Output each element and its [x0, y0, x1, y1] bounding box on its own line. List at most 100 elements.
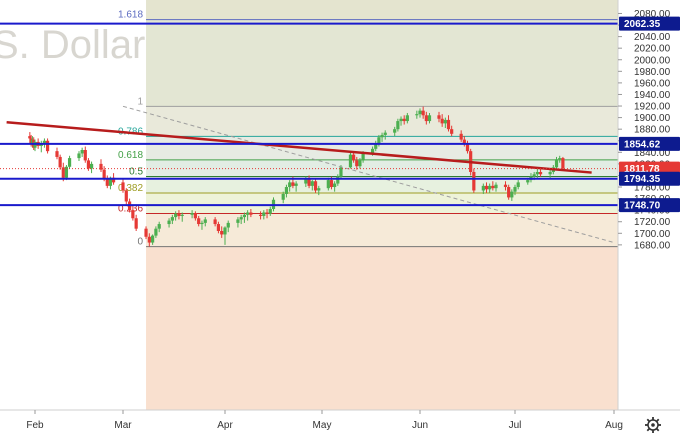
fib-zone — [146, 106, 618, 137]
price-tick-label: 2040.00 — [634, 32, 671, 43]
time-axis[interactable]: Feb Mar Apr May Jun Jul Aug — [0, 409, 680, 439]
price-badge — [619, 171, 680, 186]
candle-body — [310, 181, 314, 186]
candle-body — [535, 171, 539, 175]
fib-zone — [146, 0, 618, 20]
time-tick-label: Aug — [605, 420, 623, 431]
candle-body — [157, 224, 161, 229]
candle-body — [134, 218, 138, 229]
price-tick-label: 1980.00 — [634, 67, 671, 78]
drawing-overlays — [0, 22, 618, 244]
candle-body — [39, 144, 43, 146]
time-tick-label: Apr — [217, 420, 233, 431]
candle-body — [262, 212, 266, 216]
candle-body — [200, 222, 204, 225]
fib-level-label: 1 — [137, 96, 143, 107]
price-axis[interactable]: 1680.001700.001720.001740.001760.001780.… — [617, 0, 680, 410]
candle-body — [83, 149, 87, 161]
candle-body — [174, 213, 178, 218]
candle-body — [513, 187, 517, 192]
candle-body — [358, 160, 362, 167]
candle-body — [440, 118, 444, 124]
fib-zone — [146, 176, 618, 194]
candle-body — [177, 213, 181, 216]
candle-body — [64, 166, 69, 178]
candle-body — [399, 118, 403, 122]
candle-body — [503, 184, 508, 188]
candle-body — [294, 183, 298, 186]
price-tick-label: 1840.00 — [634, 148, 671, 159]
candle-body — [361, 153, 365, 161]
candle-body — [111, 177, 116, 183]
price-badge — [619, 16, 680, 31]
dashed-projection-line — [122, 105, 615, 244]
candle-body — [427, 115, 432, 122]
candle-body — [131, 210, 135, 219]
price-tick-label: 1780.00 — [634, 183, 671, 194]
trend-line — [6, 120, 592, 174]
candle-body — [380, 134, 384, 138]
candle-body — [242, 214, 246, 218]
candle-body — [484, 185, 489, 190]
candle-body — [481, 185, 485, 191]
price-tick-label: 1900.00 — [634, 113, 671, 124]
candle-body — [121, 182, 125, 191]
candle-body — [402, 118, 406, 122]
candle-body — [526, 180, 530, 183]
candle-body — [154, 228, 158, 236]
price-badge-label: 1794.35 — [624, 174, 661, 185]
candle-body — [281, 193, 285, 200]
price-tick-label: 1920.00 — [634, 102, 671, 113]
candle-body — [437, 115, 441, 119]
candle-body — [77, 153, 81, 159]
candle-body — [507, 187, 511, 198]
candle-body — [249, 212, 253, 215]
price-badge-label: 1811.78 — [624, 164, 660, 175]
candle-body — [554, 159, 559, 168]
candle-body — [147, 236, 151, 243]
candle-body — [313, 181, 318, 191]
fib-zone — [146, 136, 618, 160]
fib-level-label: 0 — [137, 237, 143, 248]
candle-body — [151, 235, 155, 243]
price-tick-label: 1720.00 — [634, 217, 671, 228]
fib-zone — [146, 19, 618, 107]
candle-body — [80, 149, 84, 154]
candle-body — [396, 121, 400, 130]
time-tick-label: Jul — [509, 420, 522, 431]
price-tick-label: 2080.00 — [634, 9, 671, 20]
price-tick-label: 2020.00 — [634, 44, 671, 55]
price-badge-label: 1854.62 — [624, 139, 661, 150]
candles — [28, 106, 565, 247]
candle-body — [443, 119, 447, 124]
candle-body — [58, 156, 62, 168]
candle-body — [226, 222, 230, 228]
candle-body — [472, 171, 476, 191]
candle-body — [170, 217, 174, 221]
candle-body — [459, 133, 463, 140]
price-tick-label: 2000.00 — [634, 55, 671, 66]
candle-body — [239, 217, 243, 220]
candle-body — [61, 167, 65, 178]
fib-zone — [146, 193, 618, 214]
candle-body — [144, 228, 148, 237]
candle-body — [55, 151, 59, 157]
candle-body — [462, 139, 466, 144]
candle-body — [236, 219, 240, 223]
fib-level-label: 0.382 — [118, 183, 143, 194]
fib-level-label: 0.5 — [129, 166, 143, 177]
candle-body — [108, 177, 113, 186]
candle-body — [45, 140, 50, 152]
fibonacci-zones — [146, 0, 618, 410]
price-badge-label: 1748.70 — [624, 201, 661, 212]
candle-body — [42, 140, 47, 145]
candle-body — [377, 137, 381, 144]
candle-body — [405, 115, 409, 122]
candle-body — [99, 163, 103, 170]
candle-body — [558, 158, 562, 160]
candle-body — [393, 129, 397, 133]
time-tick-label: Mar — [114, 420, 132, 431]
settings-gear-icon[interactable] — [645, 417, 661, 433]
price-tick-label: 1680.00 — [634, 240, 671, 251]
